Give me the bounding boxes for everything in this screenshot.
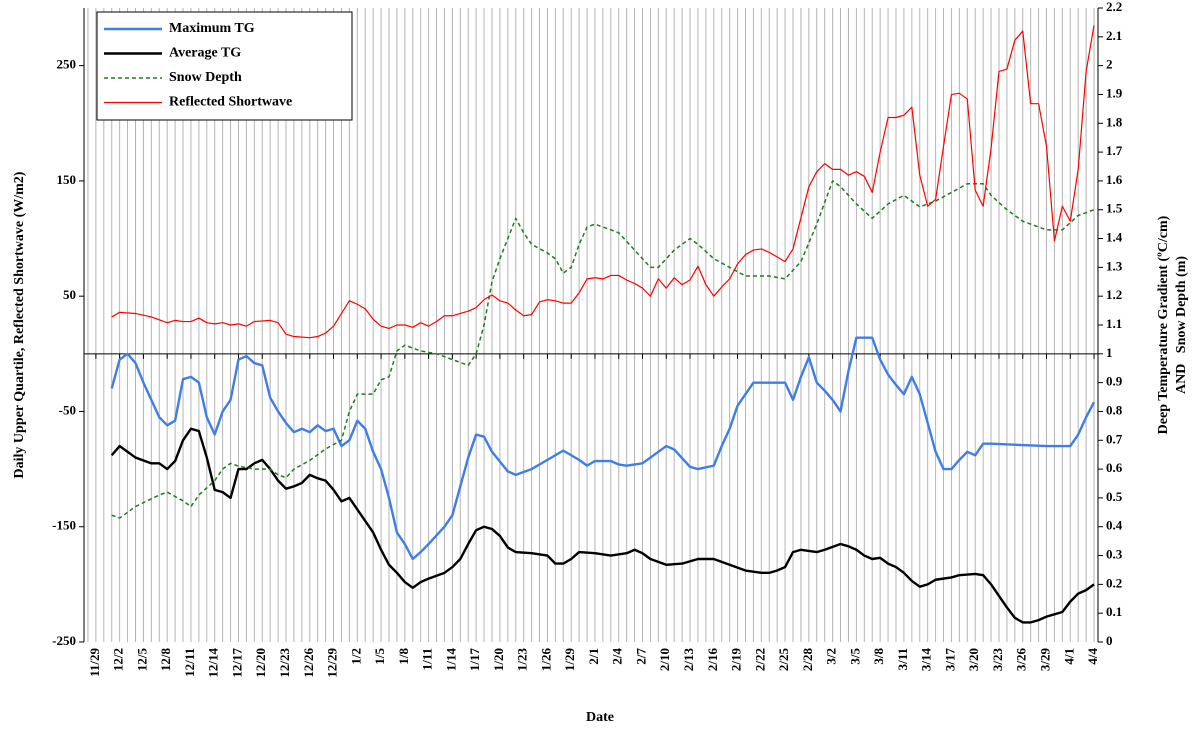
y2-tick-label: 1 — [1106, 345, 1113, 360]
x-tick-label: 12/20 — [253, 648, 268, 678]
x-tick-label: 2/7 — [633, 648, 648, 665]
x-tick-label: 2/25 — [776, 648, 791, 672]
y2-tick-label: 1.3 — [1106, 258, 1123, 273]
x-tick-label: 4/4 — [1085, 648, 1100, 665]
x-tick-label: 11/29 — [87, 648, 102, 677]
y2-tick-label: 0.2 — [1106, 575, 1122, 590]
x-tick-label: 4/1 — [1061, 648, 1076, 665]
x-tick-label: 1/23 — [515, 648, 530, 672]
x-tick-label: 12/11 — [182, 648, 197, 677]
x-tick-label: 3/14 — [919, 648, 934, 672]
legend-label: Maximum TG — [169, 21, 255, 36]
x-tick-label: 1/8 — [396, 648, 411, 665]
y2-tick-label: 1.2 — [1106, 287, 1122, 302]
y2-axis-title: Deep Temperature Gradient (ºC/cm) — [1156, 215, 1171, 434]
x-tick-label: 3/20 — [966, 648, 981, 671]
x-tick-label: 2/16 — [705, 648, 720, 672]
y2-tick-label: 0.3 — [1106, 547, 1123, 562]
x-tick-label: 3/29 — [1037, 648, 1052, 672]
y-tick-label: -150 — [52, 518, 76, 533]
legend: Maximum TG Average TG Snow Depth Reflected … — [96, 11, 353, 121]
series-line — [111, 180, 1095, 519]
x-tick-label: 12/2 — [111, 648, 126, 671]
x-tick-label: 1/2 — [348, 648, 363, 665]
y2-tick-label: 0 — [1106, 633, 1113, 648]
x-tick-label: 1/17 — [467, 648, 482, 672]
x-tick-label: 12/29 — [325, 648, 340, 678]
y2-tick-label: 1.6 — [1106, 172, 1123, 187]
y-tick-label: 150 — [57, 172, 77, 187]
x-tick-label: 3/5 — [847, 648, 862, 665]
y2-tick-label: 1.8 — [1106, 114, 1123, 129]
x-tick-label: 12/17 — [229, 648, 244, 678]
y2-tick-label: 0.6 — [1106, 460, 1123, 475]
x-tick-label: 3/2 — [824, 648, 839, 665]
legend-label: Average TG — [169, 46, 241, 61]
x-tick-label: 12/8 — [158, 648, 173, 672]
x-tick-label: 2/22 — [752, 648, 767, 671]
y2-tick-label: 2 — [1106, 57, 1113, 72]
x-tick-label: 1/29 — [562, 648, 577, 672]
y2-tick-label: 0.7 — [1106, 431, 1123, 446]
y2-tick-label: 1.9 — [1106, 85, 1123, 100]
x-tick-label: 3/23 — [990, 648, 1005, 672]
x-tick-label: 1/14 — [443, 648, 458, 672]
x-tick-label: 12/5 — [134, 648, 149, 672]
y2-axis-title: AND Snow Depth (m) — [1174, 256, 1189, 394]
y2-tick-label: 0.8 — [1106, 402, 1123, 417]
x-tick-label: 2/28 — [800, 648, 815, 672]
axes: 11/29 12/2 12/5 12/8 12/11 12/14 12/17 12/20 12/… — [52, 0, 1123, 678]
x-tick-label: 2/1 — [586, 648, 601, 665]
y2-tick-label: 0.5 — [1106, 489, 1123, 504]
x-tick-label: 3/8 — [871, 648, 886, 665]
y2-tick-label: 2.1 — [1106, 28, 1122, 43]
y2-tick-label: 0.4 — [1106, 518, 1123, 533]
lines — [110, 25, 1096, 624]
y2-tick-label: 2.2 — [1106, 0, 1122, 14]
x-tick-label: 12/23 — [277, 648, 292, 678]
x-tick-label: 1/11 — [420, 648, 435, 670]
y-tick-label: 50 — [63, 287, 76, 302]
x-tick-label: 3/26 — [1014, 648, 1029, 672]
series-line — [111, 25, 1095, 339]
series-line — [110, 336, 1096, 561]
x-tick-label: 3/11 — [895, 648, 910, 670]
x-axis-title: Date — [586, 710, 614, 725]
x-tick-label: 3/17 — [942, 648, 957, 672]
x-tick-label: 2/10 — [657, 648, 672, 671]
x-tick-label: 2/13 — [681, 648, 696, 672]
x-tick-label: 1/26 — [538, 648, 553, 672]
legend-label: Reflected Shortwave — [169, 95, 292, 110]
x-tick-label: 12/14 — [206, 648, 221, 678]
y-tick-label: 250 — [57, 57, 77, 72]
y2-tick-label: 1.4 — [1106, 230, 1123, 245]
y2-tick-label: 0.1 — [1106, 604, 1122, 619]
y-axis-title: Daily Upper Quartile, Reflected Shortwav… — [12, 171, 27, 478]
y2-tick-label: 1.7 — [1106, 143, 1123, 158]
y2-tick-label: 1.1 — [1106, 316, 1122, 331]
legend-label: Snow Depth — [169, 70, 242, 85]
x-tick-label: 2/19 — [729, 648, 744, 672]
x-tick-label: 1/5 — [372, 648, 387, 665]
y-tick-label: -250 — [52, 633, 76, 648]
y-tick-label: -50 — [59, 402, 76, 417]
x-tick-label: 1/20 — [491, 648, 506, 671]
x-tick-label: 2/4 — [610, 648, 625, 665]
series-line — [110, 427, 1095, 624]
y2-tick-label: 1.5 — [1106, 201, 1123, 216]
x-tick-label: 12/26 — [301, 648, 316, 678]
y2-tick-label: 0.9 — [1106, 374, 1123, 389]
